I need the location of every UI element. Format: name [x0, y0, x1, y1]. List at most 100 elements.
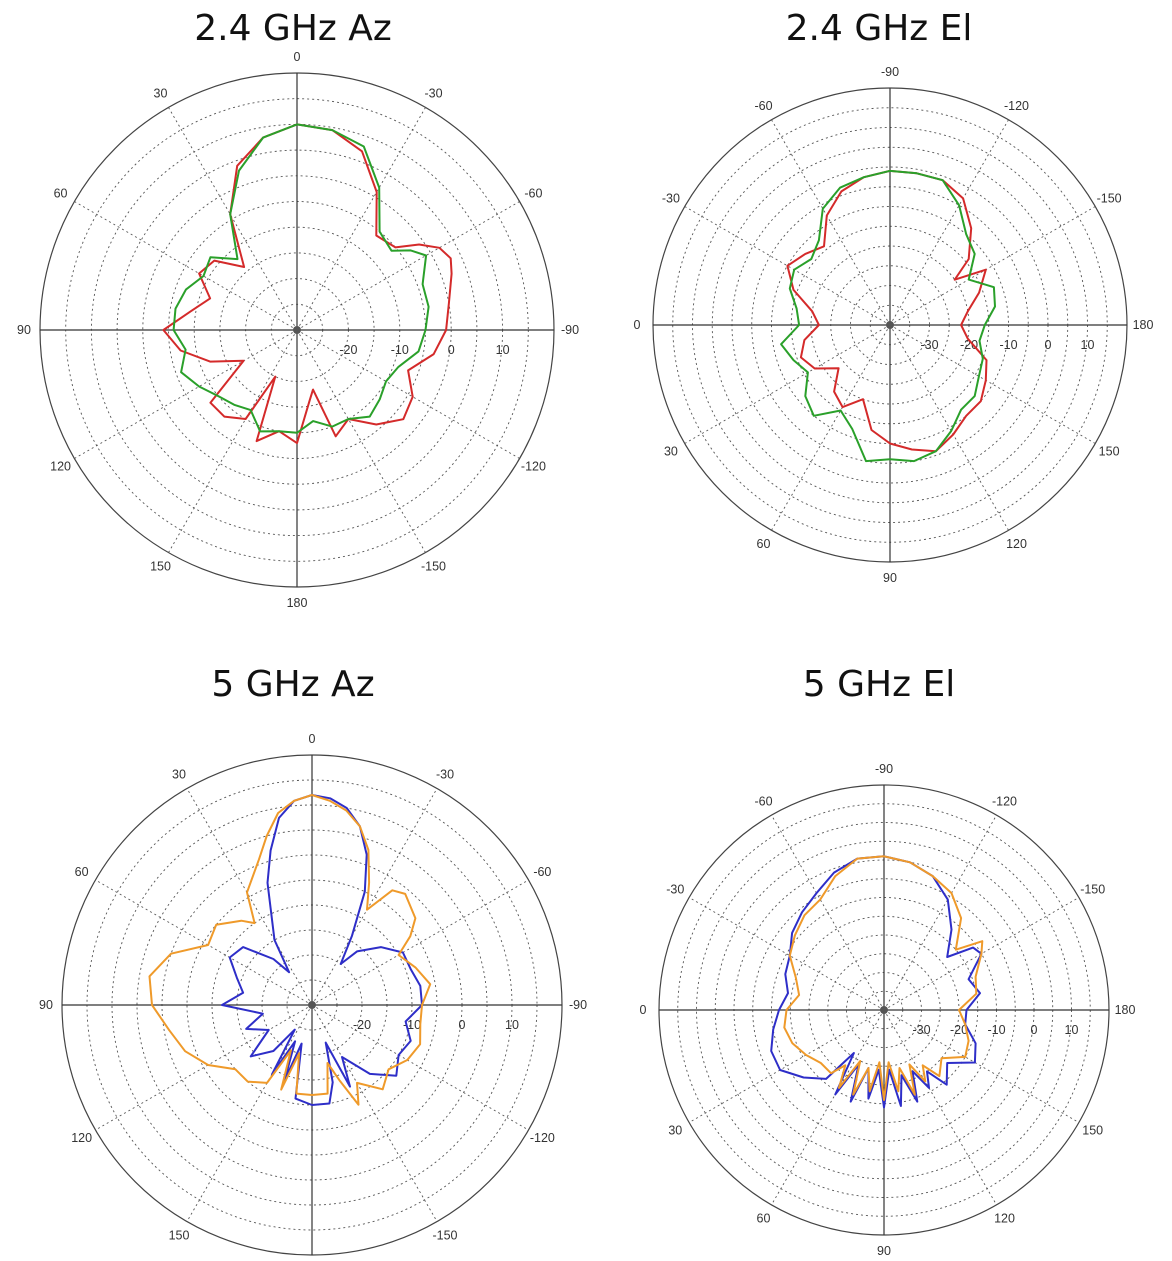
- angle-tick-label: 60: [757, 1212, 771, 1226]
- radial-tick-label: -20: [950, 1023, 968, 1037]
- angle-tick-label: 30: [664, 445, 678, 459]
- angle-tick-label: -60: [533, 865, 551, 879]
- grid-spoke: [186, 788, 313, 1006]
- angle-tick-label: 0: [640, 1003, 647, 1017]
- angle-tick-label: 150: [1082, 1124, 1103, 1138]
- center-dot: [293, 326, 301, 334]
- angle-tick-label: -120: [521, 460, 546, 474]
- grid-spoke: [311, 1004, 529, 1131]
- grid-spoke: [296, 201, 520, 331]
- grid-spoke: [883, 814, 997, 1011]
- grid-spoke: [168, 107, 298, 331]
- angle-tick-label: 0: [634, 318, 641, 332]
- radial-tick-label: 10: [1065, 1023, 1079, 1037]
- grid-spoke: [186, 1004, 313, 1222]
- angle-tick-label: -150: [1097, 192, 1122, 206]
- radial-tick-label: 0: [448, 343, 455, 357]
- angle-tick-label: -30: [666, 883, 684, 897]
- angle-tick-label: -90: [881, 65, 899, 79]
- polar-chart-5ghz-az: 5 GHz Az 0-30-60-90-120-1501801501209060…: [0, 630, 587, 1261]
- grid-spoke: [883, 1009, 997, 1206]
- grid-spoke: [889, 324, 1009, 531]
- angle-tick-label: 60: [757, 537, 771, 551]
- angle-tick-label: -120: [992, 794, 1017, 808]
- angle-tick-label: -30: [424, 87, 442, 101]
- grid-spoke: [889, 206, 1096, 326]
- angle-tick-label: -90: [569, 998, 587, 1012]
- grid-spoke: [296, 329, 426, 553]
- radial-tick-label: 10: [496, 343, 510, 357]
- grid-spoke: [95, 879, 313, 1006]
- angle-tick-label: 60: [54, 187, 68, 201]
- angle-tick-label: -90: [561, 323, 579, 337]
- radial-tick-label: 0: [1045, 338, 1052, 352]
- grid-spoke: [688, 1009, 885, 1123]
- series-line: [162, 123, 453, 445]
- grid-spoke: [296, 107, 426, 331]
- angle-tick-label: 120: [1006, 537, 1027, 551]
- series-line: [221, 794, 423, 1106]
- angle-tick-label: 90: [883, 571, 897, 585]
- angle-tick-label: 150: [169, 1228, 190, 1242]
- series-line: [148, 794, 432, 1106]
- angle-tick-label: 180: [1133, 318, 1154, 332]
- radial-tick-label: -30: [920, 338, 938, 352]
- polar-plot: -90 -120 -150 180 150 120 90 60 30 0 -30 -60 -30 -20 -…: [640, 762, 1136, 1258]
- radial-tick-label: -10: [987, 1023, 1005, 1037]
- angle-tick-label: -90: [875, 762, 893, 776]
- chart-title: 5 GHz Az: [211, 664, 375, 705]
- series-line: [783, 855, 984, 1101]
- angle-tick-label: -150: [1080, 883, 1105, 897]
- angle-tick-label: -120: [530, 1131, 555, 1145]
- angle-tick-label: 180: [1115, 1003, 1136, 1017]
- angle-tick-label: -60: [754, 794, 772, 808]
- angle-tick-label: 30: [154, 87, 168, 101]
- grid-spoke: [95, 1004, 313, 1131]
- grid-spoke: [168, 329, 298, 553]
- angle-tick-label: -150: [421, 559, 446, 573]
- chart-title: 2.4 GHz El: [785, 8, 973, 49]
- radial-tick-label: 0: [459, 1018, 466, 1032]
- polar-plot: 0-30-60-90-120-150180150120906030-20-100…: [39, 732, 587, 1256]
- angle-tick-label: -30: [436, 768, 454, 782]
- angle-tick-label: -60: [524, 187, 542, 201]
- angle-tick-label: 30: [668, 1124, 682, 1138]
- polar-chart-2-4ghz-el: 2.4 GHz El -90 -120 -150 180 150 120 90 60 30 0 -3…: [586, 0, 1172, 630]
- angle-tick-label: 120: [994, 1212, 1015, 1226]
- radial-tick-label: -20: [339, 343, 357, 357]
- angle-tick-label: 60: [75, 865, 89, 879]
- angle-tick-label: 30: [172, 768, 186, 782]
- chart-title: 5 GHz El: [802, 664, 956, 705]
- radial-tick-label: 0: [1031, 1023, 1038, 1037]
- angle-tick-label: -120: [1004, 99, 1029, 113]
- series-line: [770, 855, 983, 1109]
- angle-tick-label: -30: [662, 192, 680, 206]
- radial-tick-label: -20: [960, 338, 978, 352]
- angle-tick-label: -60: [754, 99, 772, 113]
- angle-tick-label: 180: [287, 596, 308, 610]
- angle-tick-label: 90: [877, 1244, 891, 1258]
- angle-tick-label: 150: [150, 559, 171, 573]
- angle-tick-label: 90: [39, 998, 53, 1012]
- radial-tick-label: 10: [1081, 338, 1095, 352]
- grid-spoke: [311, 788, 438, 1006]
- series-line: [172, 123, 430, 434]
- angle-tick-label: 90: [17, 323, 31, 337]
- polar-plot: -90 -120 -150 180 150 120 90 60 30 0 -30 -60 -30 -20 -…: [634, 65, 1154, 585]
- center-dot: [880, 1006, 888, 1014]
- grid-spoke: [311, 1004, 438, 1222]
- polar-chart-5ghz-el: 5 GHz El -90 -120 -150 180 150 120 90 60 30 0 -30-…: [586, 630, 1172, 1261]
- polar-chart-2-4ghz-az: 2.4 GHz Az 0 -30 -60 -90 -120 -150 180 150 120 90…: [0, 0, 586, 630]
- angle-tick-label: 0: [294, 50, 301, 64]
- center-dot: [308, 1001, 316, 1009]
- series-line: [780, 169, 996, 463]
- angle-tick-label: -150: [432, 1228, 457, 1242]
- angle-tick-label: 0: [309, 732, 316, 746]
- radial-tick-label: -20: [353, 1018, 371, 1032]
- radial-tick-label: -30: [912, 1023, 930, 1037]
- radial-tick-label: 10: [505, 1018, 519, 1032]
- center-dot: [886, 321, 894, 329]
- angle-tick-label: 150: [1099, 445, 1120, 459]
- grid-spoke: [311, 879, 529, 1006]
